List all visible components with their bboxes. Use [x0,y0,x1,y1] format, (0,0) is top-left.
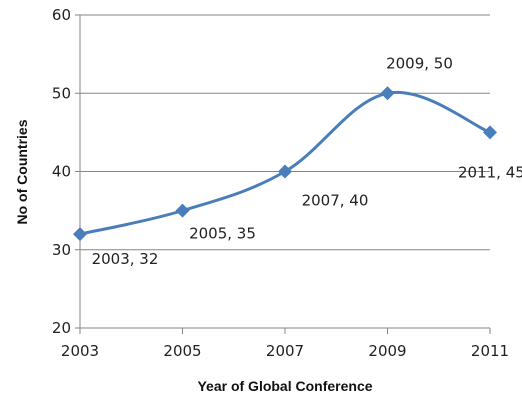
y-tick-labels: 20 30 40 50 60 [52,6,71,337]
gridlines [80,14,490,251]
x-axis-title: Year of Global Conference [197,378,372,394]
y-tick-label: 50 [52,84,71,102]
data-point-marker [175,203,190,218]
data-point-marker [483,125,497,140]
data-label: 2011, 45 [458,163,522,181]
data-label: 2007, 40 [302,192,369,210]
data-label: 2003, 32 [92,250,159,268]
data-point-marker [380,86,395,101]
data-point-marker [278,164,292,179]
x-tick-label: 2005 [163,342,201,360]
y-tick-label: 30 [52,241,71,259]
x-tick-labels: 2003 2005 2007 2009 2011 [61,342,509,360]
x-tick-label: 2011 [471,342,509,360]
data-point-marker [73,227,87,242]
x-tick-label: 2003 [61,342,99,360]
data-markers [73,86,497,242]
y-axis-title: No of Countries [14,119,30,224]
axes [75,14,491,334]
x-tick-label: 2007 [266,342,304,360]
data-label: 2009, 50 [386,54,453,72]
data-label: 2005, 35 [189,225,256,243]
y-tick-label: 40 [52,163,71,181]
x-tick-label: 2009 [368,342,406,360]
y-tick-label: 20 [52,319,71,337]
data-labels: 2003, 32 2005, 35 2007, 40 2009, 50 2011, 45 [92,54,522,268]
y-tick-label: 60 [52,6,71,24]
series-line [79,90,491,236]
